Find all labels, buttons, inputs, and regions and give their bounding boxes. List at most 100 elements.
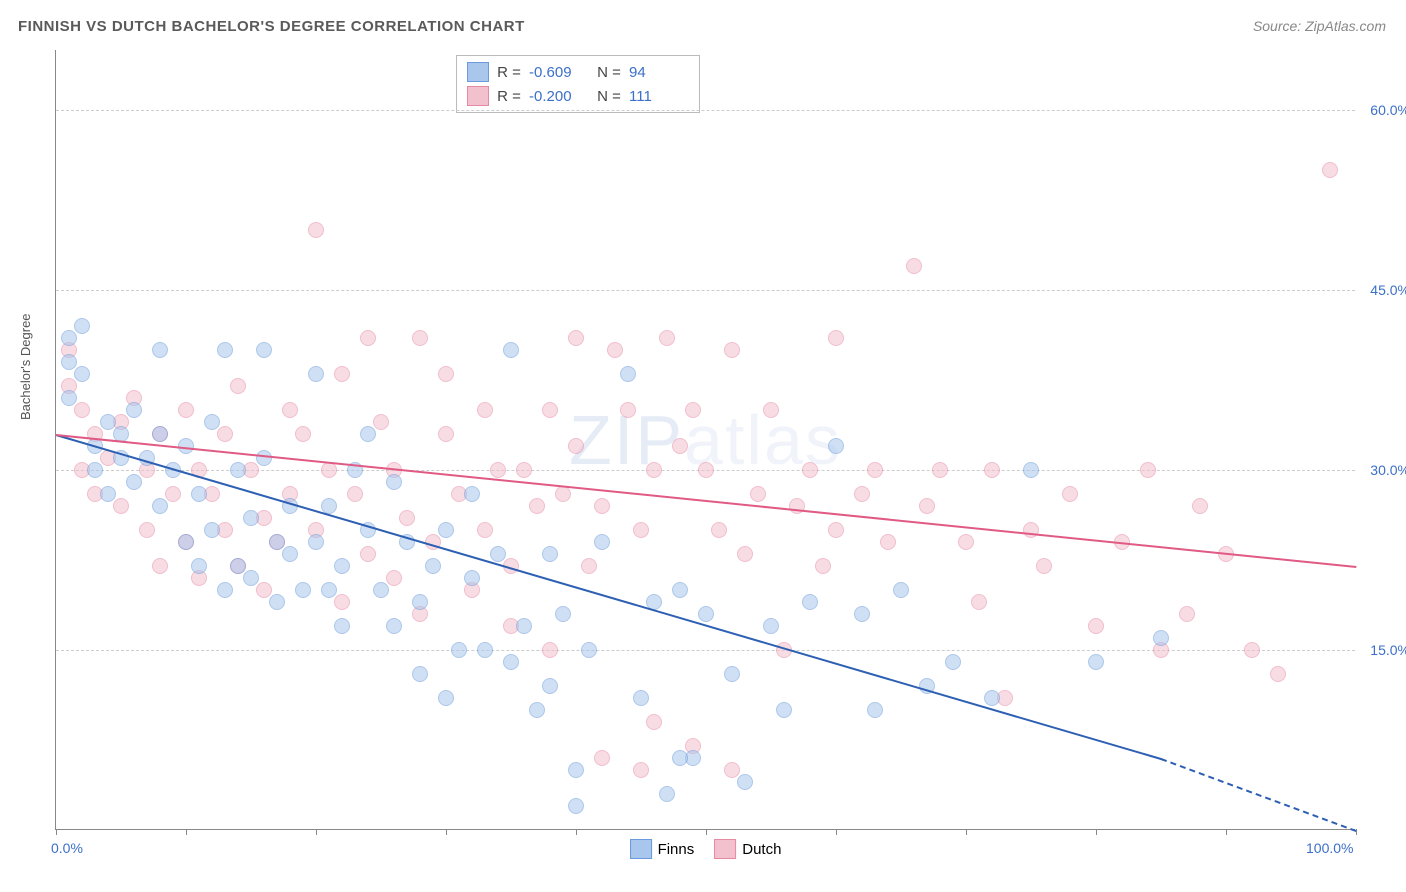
data-point [555,486,571,502]
data-point [386,618,402,634]
data-point [464,486,480,502]
data-point [555,606,571,622]
data-point [542,402,558,418]
data-point [1062,486,1078,502]
data-point [438,522,454,538]
swatch-icon [467,62,489,82]
data-point [451,642,467,658]
data-point [178,402,194,418]
plot-area: ZIPatlas R =-0.609N =94R =-0.200N =111 F… [55,50,1355,830]
data-point [490,462,506,478]
chart-title: FINNISH VS DUTCH BACHELOR'S DEGREE CORRE… [18,18,525,35]
data-point [1179,606,1195,622]
y-tick-label: 30.0% [1360,462,1406,478]
data-point [633,762,649,778]
data-point [1140,462,1156,478]
swatch-icon [630,839,652,859]
legend-label: Dutch [742,841,781,858]
data-point [1088,618,1104,634]
data-point [256,342,272,358]
stats-box: R =-0.609N =94R =-0.200N =111 [456,55,700,113]
data-point [191,558,207,574]
data-point [295,426,311,442]
data-point [282,402,298,418]
data-point [204,522,220,538]
trend-line [56,434,1356,568]
data-point [542,546,558,562]
data-point [100,486,116,502]
data-point [74,366,90,382]
data-point [659,330,675,346]
data-point [750,486,766,502]
data-point [438,366,454,382]
data-point [230,462,246,478]
data-point [945,654,961,670]
data-point [854,606,870,622]
data-point [87,462,103,478]
data-point [139,522,155,538]
data-point [477,642,493,658]
data-point [971,594,987,610]
data-point [477,522,493,538]
x-tick [1226,829,1227,835]
data-point [386,474,402,490]
data-point [412,330,428,346]
stat-r-value: -0.200 [529,88,589,105]
data-point [61,390,77,406]
data-point [828,330,844,346]
stat-n-value: 111 [629,88,689,105]
data-point [503,342,519,358]
data-point [412,666,428,682]
data-point [776,702,792,718]
data-point [828,522,844,538]
stat-n-label: N = [595,88,623,105]
data-point [932,462,948,478]
data-point [568,438,584,454]
stats-row: R =-0.200N =111 [467,84,689,108]
data-point [152,342,168,358]
data-point [594,498,610,514]
data-point [516,618,532,634]
data-point [711,522,727,538]
y-tick-label: 60.0% [1360,102,1406,118]
swatch-icon [467,86,489,106]
data-point [178,534,194,550]
data-point [321,582,337,598]
data-point [152,498,168,514]
swatch-icon [714,839,736,859]
data-point [334,366,350,382]
data-point [685,402,701,418]
data-point [269,534,285,550]
data-point [308,222,324,238]
data-point [1088,654,1104,670]
data-point [607,342,623,358]
data-point [1192,498,1208,514]
data-point [529,702,545,718]
data-point [724,762,740,778]
data-point [802,594,818,610]
data-point [399,510,415,526]
y-tick-label: 15.0% [1360,642,1406,658]
data-point [620,366,636,382]
data-point [724,342,740,358]
data-point [126,474,142,490]
data-point [308,534,324,550]
data-point [568,330,584,346]
data-point [984,462,1000,478]
data-point [893,582,909,598]
data-point [828,438,844,454]
data-point [906,258,922,274]
y-tick-label: 45.0% [1360,282,1406,298]
x-tick [966,829,967,835]
data-point [880,534,896,550]
data-point [412,594,428,610]
stat-r-label: R = [495,64,523,81]
data-point [152,426,168,442]
data-point [217,426,233,442]
data-point [867,702,883,718]
stat-n-label: N = [595,64,623,81]
data-point [984,690,1000,706]
data-point [243,570,259,586]
data-point [737,774,753,790]
data-point [620,402,636,418]
